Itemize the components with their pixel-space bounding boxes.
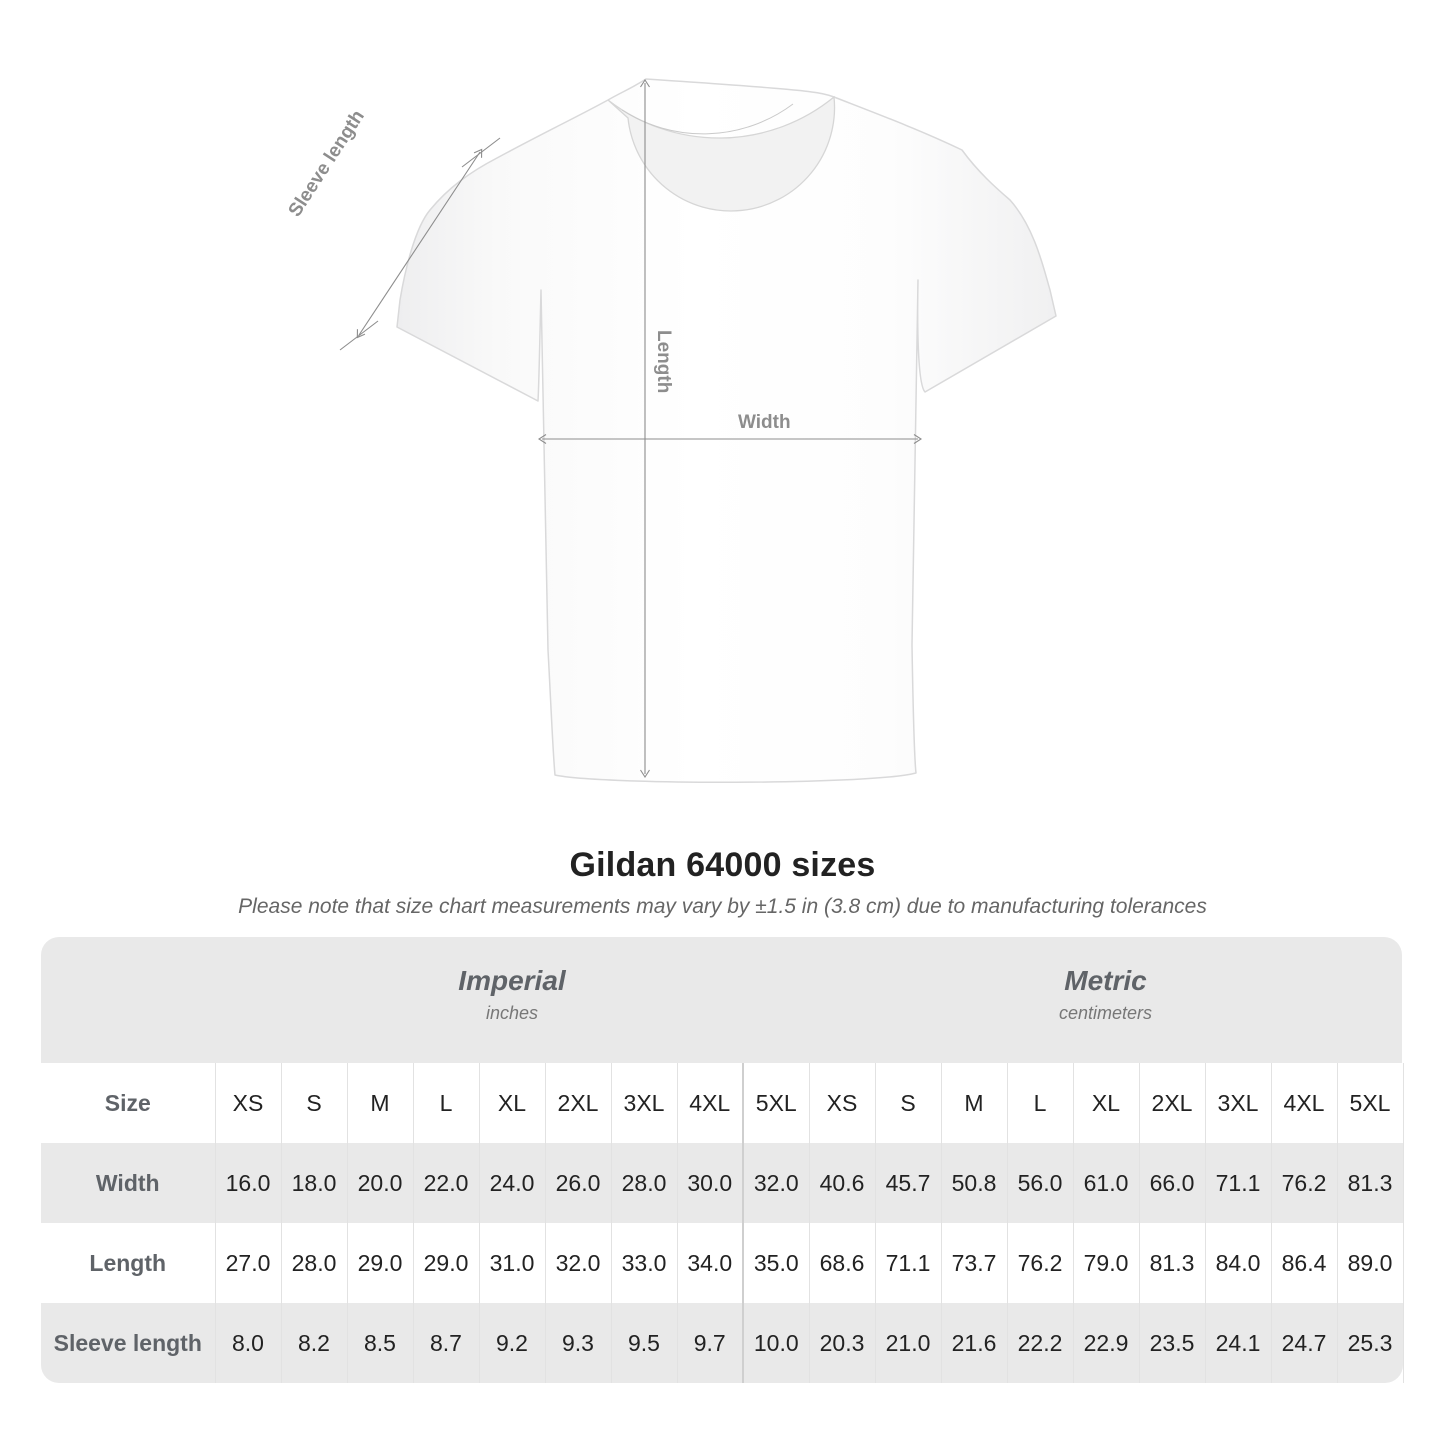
svg-text:Sleeve length: Sleeve length [285, 107, 369, 221]
svg-text:Length: Length [653, 330, 674, 393]
svg-text:Width: Width [738, 412, 791, 433]
